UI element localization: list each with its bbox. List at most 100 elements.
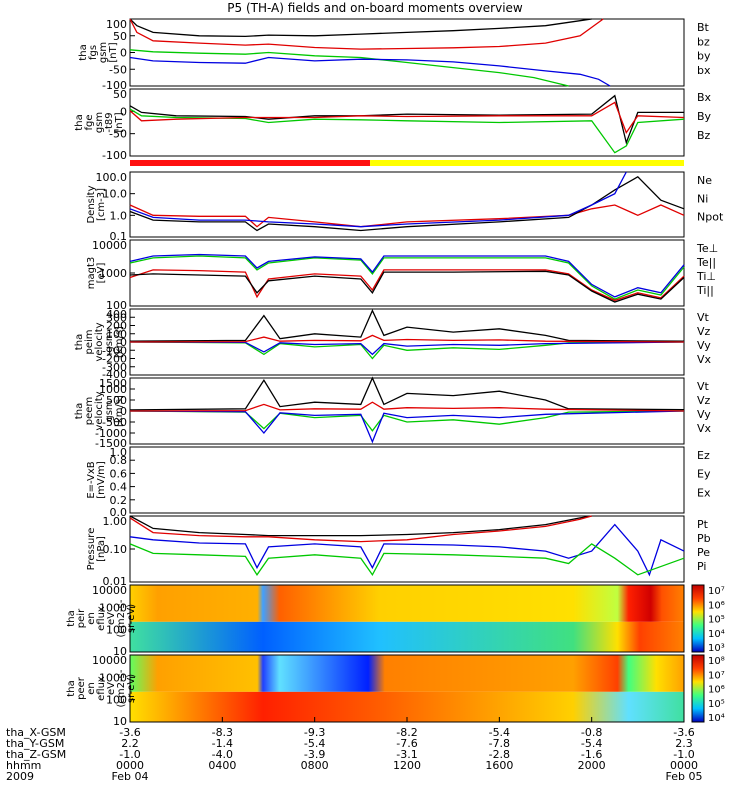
y-axis-label-line: velocity [94,391,105,430]
ephemeris-value: -1.6 [581,748,602,761]
panel-frame [129,584,685,653]
y-tick-label: 100 [106,624,127,637]
ephemeris-value: 2.3 [675,737,693,750]
y-axis-label-line: [nT] [114,112,125,132]
y-tick-label: 200 [106,320,127,333]
ephemeris-value: -5.4 [489,726,510,739]
y-axis-label-line: gsm [94,112,105,133]
y-tick-label: 300 [106,311,127,324]
ephemeris-value: 1200 [393,759,421,772]
series-green-line [129,255,685,300]
ephemeris-value: -1.4 [212,737,233,750]
legend-entry: Ey [697,468,711,481]
y-axis-label-line: gsm [98,42,109,63]
legend-entry: bx [697,64,711,77]
y-tick-label: 1.0 [110,446,128,459]
ephemeris-value: -2.8 [489,748,510,761]
y-axis-label-line: peer [76,676,87,700]
ephemeris-row-label: hhmm [6,759,41,772]
y-axis-label: Density [cm-3] [86,185,107,223]
series-red-line [129,18,604,50]
series-blue-line [129,523,685,577]
ephemeris-value: -1.0 [673,748,694,761]
colorbar-label: 10³ [708,643,725,654]
figure-title: P5 (TH-A) fields and on-board moments ov… [227,1,523,15]
legend-entry: Vx [697,422,712,435]
colorbar-label: 10⁶ [708,600,725,611]
ephemeris-value: -5.4 [304,737,325,750]
y-axis-label-line: peim [84,329,95,354]
legend-entry: Ne [697,174,712,187]
series-red-line [129,101,685,134]
mode-bar-segment [370,160,684,166]
y-axis-label-line: Pressure [86,528,97,571]
y-axis-label-line: fge [84,114,95,130]
legend-entry: Bt [697,21,710,34]
legend-entry: bz [697,35,710,48]
y-axis-label-line: en [86,612,97,625]
y-axis-label-line: E=-VxB [86,461,97,498]
series-red-line [129,515,592,543]
ephemeris-value: -4.0 [212,748,233,761]
legend-entry: Ti⊥ [696,270,716,283]
series-green-line [129,410,685,432]
ephemeris-value: -3.1 [396,748,417,761]
series-red-line [129,269,685,302]
legend-entry: Ez [697,449,710,462]
y-tick-label: 0.10 [103,543,128,556]
y-tick-label: 400 [106,308,127,321]
legend-entry: Ni [697,192,708,205]
panel-peer_spec: 10⁸ 10⁷ 10⁶ 10⁵ 10⁴ 10000 1000 100 10 tha peer en ef… [66,654,725,728]
series-blue-line [129,341,685,356]
y-axis-label-line: tha [74,403,85,419]
series-green-line [129,108,685,154]
panel-frame [129,446,685,514]
y-tick-label: -50 [109,63,127,76]
colorbar-label: 10⁵ [708,699,725,710]
y-axis-label-line: magt3 [86,257,97,290]
y-tick-label: 100.0 [96,171,128,184]
y-axis-label-line: [km/s] [114,326,125,358]
series-blue-line [129,171,627,228]
ephemeris-value: -8.3 [212,726,233,739]
panel-frame [129,171,685,238]
y-axis-label-line: eV [106,612,117,625]
y-tick-label: 0.2 [110,494,128,507]
ephemeris-value: 2.2 [121,737,139,750]
colorbar [691,584,705,653]
legend-entry: Vt [697,380,710,393]
y-tick-label: 0.0 [110,506,128,519]
spectrogram-lower [130,621,684,652]
y-axis-label-line: tha [66,680,77,696]
y-tick-label: 10000 [92,239,127,252]
y-tick-label: 10.0 [103,188,128,201]
legend-entry: Vz [697,325,711,338]
y-axis-label: tha peer en eflux eV (cm2-s-sr-eV) [66,669,137,707]
legend-entry: Te⊥ [696,242,718,255]
y-tick-label: 0.4 [110,481,128,494]
spectrogram-upper [130,585,684,622]
y-axis-label-line: en [86,682,97,695]
colorbar-label: 10⁷ [708,670,725,681]
colorbar [691,654,705,723]
ephemeris-value: -0.8 [581,726,602,739]
y-axis-label: E=-VxB [mV/m] [86,461,107,499]
series-green-line [129,49,569,87]
series-blue-line [129,410,685,444]
ephemeris-row-label: tha_Y-GSM [6,737,64,750]
legend-entry: by [697,50,711,63]
ephemeris-value: Feb 04 [112,770,149,783]
y-axis-label-line: [cm-3] [96,188,107,221]
legend-entry: Pi [697,560,706,573]
ephemeris-value: 1600 [485,759,513,772]
y-axis-label-line: eflux [96,676,107,701]
y-axis-label: Pressure [nPa] [86,528,107,571]
legend-entry: Pe [697,546,710,559]
spectrogram-upper [130,655,684,692]
ephemeris-value: -3.6 [119,726,140,739]
y-axis-label-line: [eV] [96,263,107,284]
y-tick-label: 10000 [92,654,127,667]
